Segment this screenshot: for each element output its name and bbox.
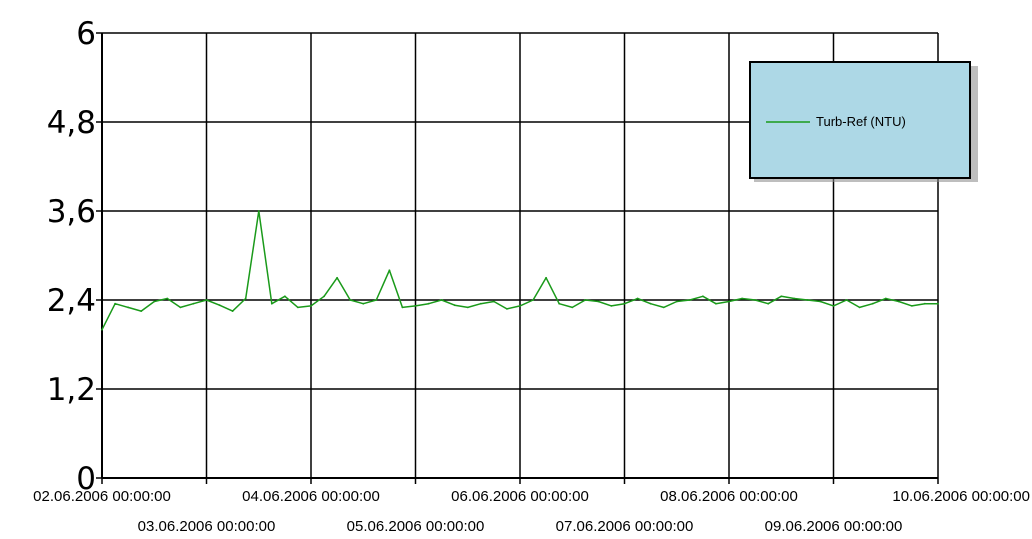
data-point: [244, 297, 247, 300]
data-point: [767, 302, 770, 305]
data-point: [754, 299, 756, 301]
data-point: [584, 299, 587, 301]
data-point: [688, 299, 691, 301]
data-point: [715, 302, 717, 305]
data-point: [662, 306, 665, 309]
data-point: [649, 302, 652, 305]
y-tick-label: 6: [76, 16, 96, 52]
data-point: [858, 306, 861, 309]
data-point: [284, 295, 286, 298]
data-point: [166, 297, 169, 300]
data-point: [924, 302, 926, 305]
data-point: [140, 310, 143, 312]
data-point: [806, 299, 809, 301]
data-point: [793, 297, 796, 300]
data-point: [414, 305, 417, 307]
y-tick-label: 1,2: [47, 372, 96, 408]
x-tick-label: 07.06.2006 00:00:00: [556, 518, 694, 535]
data-point: [884, 297, 887, 300]
y-tick-label: 3,6: [47, 194, 96, 230]
data-point: [493, 300, 495, 303]
data-point: [519, 305, 521, 307]
data-point: [819, 300, 822, 303]
data-point: [362, 302, 365, 305]
data-point: [192, 302, 195, 305]
data-point: [179, 306, 182, 309]
data-point: [597, 300, 600, 303]
data-point: [310, 305, 312, 307]
data-point: [127, 306, 129, 309]
x-tick-label: 04.06.2006 00:00:00: [242, 488, 380, 505]
data-point: [401, 306, 404, 309]
data-point: [636, 297, 639, 300]
legend: Turb-Ref (NTU): [749, 61, 978, 182]
data-point: [114, 302, 116, 305]
data-point: [453, 304, 456, 307]
grid: [101, 32, 939, 479]
y-tick-label: 0: [76, 461, 96, 497]
data-point: [349, 299, 352, 301]
data-point: [623, 302, 626, 305]
data-point: [231, 310, 234, 312]
data-point: [297, 306, 299, 309]
data-point: [440, 299, 443, 301]
x-axis: 02.06.2006 00:00:00 03.06.2006 00:00:00 04…: [33, 477, 1030, 535]
y-axis: 0 1,2 2,4 3,6 4,8 6: [47, 16, 103, 497]
data-point: [675, 300, 678, 303]
data-point: [741, 297, 743, 300]
data-point: [832, 305, 835, 307]
x-tick-label: 02.06.2006 00:00:00: [33, 488, 171, 505]
data-point: [466, 306, 469, 309]
data-point: [218, 304, 221, 307]
data-point: [610, 305, 613, 307]
data-point: [571, 306, 574, 309]
data-point: [871, 302, 874, 305]
data-point: [545, 276, 547, 279]
data-point: [205, 299, 208, 301]
data-point: [388, 269, 391, 272]
x-tick-label: 08.06.2006 00:00:00: [660, 488, 798, 505]
x-tick-label: 05.06.2006 00:00:00: [347, 518, 485, 535]
data-point: [270, 302, 273, 305]
x-tick-label: 10.06.2006 00:00:00: [892, 488, 1030, 505]
data-point: [375, 299, 378, 301]
x-tick-label: 03.06.2006 00:00:00: [138, 518, 276, 535]
data-point: [427, 302, 430, 305]
data-point: [153, 300, 156, 303]
x-tick-label: 09.06.2006 00:00:00: [765, 518, 903, 535]
data-point: [257, 210, 260, 212]
data-point: [101, 328, 103, 331]
y-tick-label: 4,8: [47, 105, 96, 141]
legend-box: [749, 61, 971, 179]
data-point: [323, 295, 325, 298]
data-point: [336, 276, 338, 279]
data-point: [728, 300, 730, 303]
y-tick-label: 2,4: [47, 283, 96, 319]
data-point: [479, 302, 482, 305]
data-point: [897, 300, 900, 303]
series-layer: [101, 210, 939, 331]
data-point: [532, 299, 534, 301]
data-point: [911, 305, 913, 307]
data-point: [780, 295, 783, 298]
x-tick-label: 06.06.2006 00:00:00: [451, 488, 589, 505]
data-point: [558, 302, 561, 305]
data-point: [937, 302, 939, 305]
data-point: [845, 299, 848, 301]
legend-label: Turb-Ref (NTU): [816, 114, 906, 129]
data-point: [506, 308, 508, 310]
data-point: [702, 295, 704, 298]
